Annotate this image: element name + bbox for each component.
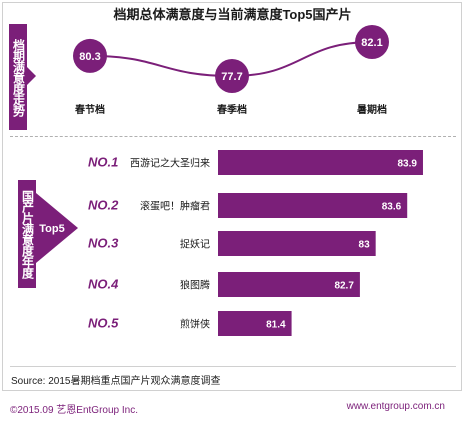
footer-copyright: ©2015.09 艺恩EntGroup Inc. [10,405,138,416]
top5-tag: Top5 [36,193,78,263]
ranking-side-label: 国产片满意度年度 [18,180,36,288]
trend-value-label: 77.7 [221,71,242,83]
ranking-bar [218,311,292,336]
ranking-film-label: 滚蛋吧！肿瘤君 [140,200,210,213]
trend-point [73,38,107,73]
ranking-rank-label: NO.1 [88,155,118,170]
trend-side-label: 档期满意度走势 [9,24,27,130]
ranking-rank-label: NO.5 [88,316,119,331]
trend-point [215,59,249,93]
ranking-value-label: 83.6 [382,202,402,213]
ranking-value-label: 83.9 [398,159,418,170]
chart-frame [2,2,462,391]
source-note: Source: 2015暑期档重点国产片观众满意度调查 [11,376,221,387]
ranking-bar [218,231,376,256]
footer-website: www.entgroup.com.cn [346,401,445,412]
trend-category-label: 暑期档 [357,103,387,116]
chart-title: 档期总体满意度与当前满意度Top5国产片 [113,7,352,22]
ranking-rank-label: NO.4 [88,277,119,292]
ranking-value-label: 82.7 [334,281,354,292]
source-separator [10,366,456,367]
ranking-film-label: 西游记之大圣归来 [130,157,210,170]
ranking-bar [218,272,360,297]
ranking-rank-label: NO.2 [88,198,119,213]
ranking-bar [218,150,423,175]
trend-category-label: 春节档 [75,103,105,116]
trend-value-label: 80.3 [79,51,100,63]
ranking-value-label: 81.4 [266,320,286,331]
ranking-bar [218,193,408,218]
ranking-value-label: 83 [359,240,371,251]
ranking-rank-label: NO.3 [88,236,119,251]
section-divider [10,136,456,137]
ranking-film-label: 煎饼侠 [180,318,210,331]
trend-category-label: 春季档 [217,103,247,116]
trend-side-arrow [27,67,36,85]
ranking-film-label: 捉妖记 [180,238,210,251]
top5-tag-text: Top5 [39,223,64,235]
ranking-film-label: 狼图腾 [180,279,210,292]
trend-value-label: 82.1 [361,37,382,49]
trend-point [355,25,389,59]
